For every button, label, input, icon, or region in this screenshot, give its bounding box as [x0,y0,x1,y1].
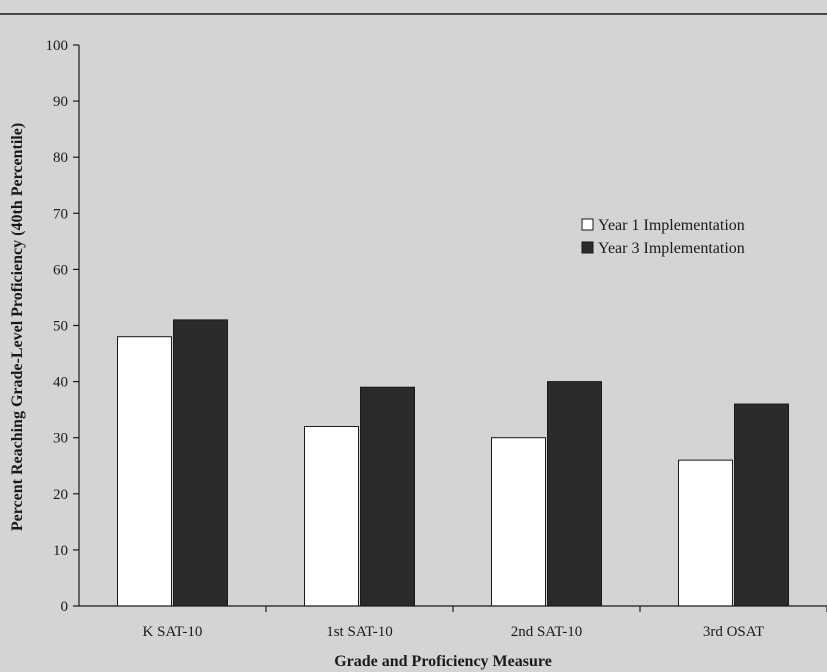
y-tick-label: 100 [46,38,69,54]
legend-label-year-1: Year 1 Implementation [598,217,745,234]
y-tick-label: 30 [53,431,68,447]
y-tick-label: 90 [53,94,68,110]
x-axis-title: Grade and Proficiency Measure [334,653,552,670]
bar-year-3 [173,319,228,607]
x-category-label: 1st SAT-10 [326,624,393,640]
x-category-label: K SAT-10 [143,624,203,640]
y-axis-ticks: 0 10 20 30 40 50 60 70 80 90 100 [46,38,79,615]
x-category-label: 3rd OSAT [703,624,764,640]
bars [117,319,789,607]
legend: Year 1 Implementation Year 3 Implementat… [581,217,745,257]
bar-year-1 [117,336,172,607]
bar-year-1 [491,437,546,607]
legend-swatch-year-1 [581,218,594,231]
y-tick-label: 50 [53,319,68,335]
bar-year-3 [547,381,602,607]
y-tick-label: 60 [53,262,68,278]
y-tick-label: 40 [53,375,68,391]
x-axis: K SAT-10 1st SAT-10 2nd SAT-10 3rd OSAT [79,605,827,640]
y-axis-title: Percent Reaching Grade-Level Proficiency… [9,123,26,531]
x-category-label: 2nd SAT-10 [511,624,583,640]
bar-year-3 [360,386,415,607]
y-tick-label: 0 [61,599,69,615]
y-tick-label: 70 [53,206,68,222]
bar-year-1 [304,425,359,607]
y-tick-label: 10 [53,543,68,559]
bar-year-3 [734,403,789,607]
y-tick-label: 80 [53,150,68,166]
bar-year-1 [678,459,733,607]
y-tick-label: 20 [53,487,68,503]
legend-swatch-year-3 [581,241,594,254]
legend-label-year-3: Year 3 Implementation [598,240,745,257]
